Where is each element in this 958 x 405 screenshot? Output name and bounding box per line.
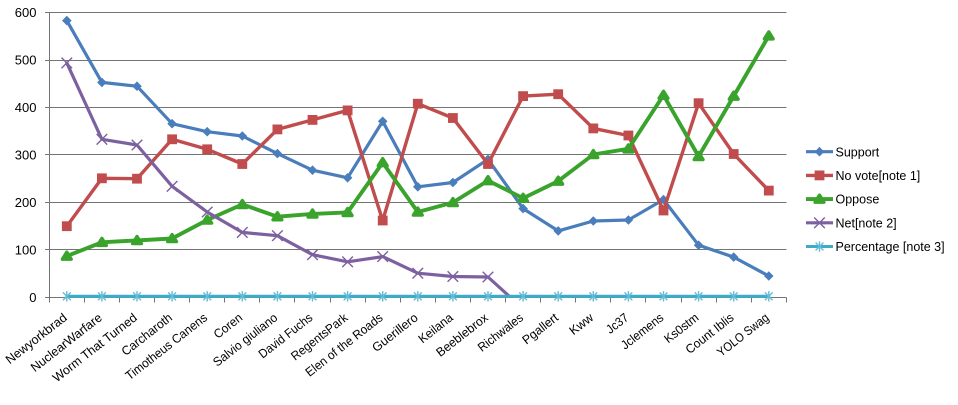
svg-text:Net[note 2]: Net[note 2] <box>836 216 897 230</box>
svg-text:200: 200 <box>15 195 37 210</box>
svg-text:Percentage [note 3]: Percentage [note 3] <box>836 240 945 254</box>
svg-text:300: 300 <box>15 147 37 162</box>
svg-text:Oppose: Oppose <box>836 193 880 207</box>
svg-text:Support: Support <box>836 145 880 159</box>
svg-text:0: 0 <box>29 290 36 305</box>
svg-text:600: 600 <box>15 5 37 20</box>
svg-text:500: 500 <box>15 52 37 67</box>
svg-text:100: 100 <box>15 242 37 257</box>
svg-text:400: 400 <box>15 100 37 115</box>
svg-text:No vote[note 1]: No vote[note 1] <box>836 169 921 183</box>
